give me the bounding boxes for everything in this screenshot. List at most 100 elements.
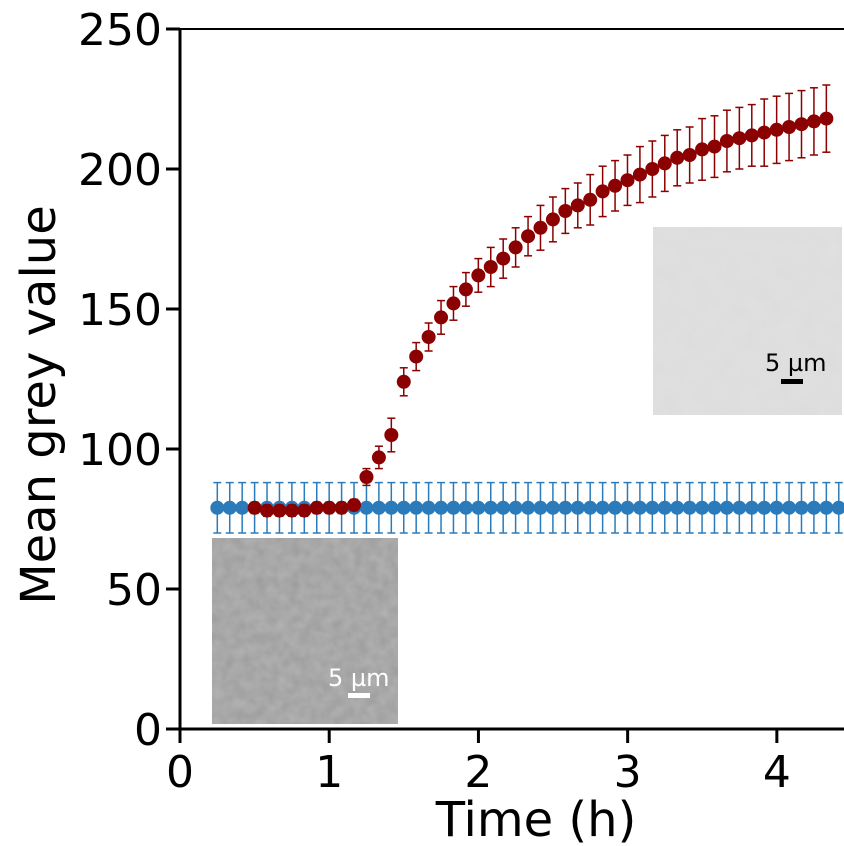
x-tick-label: 1: [315, 747, 343, 798]
data-point: [707, 139, 722, 154]
data-point: [670, 500, 685, 515]
x-ticks: 0 1 2 3 4: [166, 729, 791, 798]
data-point: [533, 500, 548, 515]
data-point: [595, 184, 610, 199]
data-point: [744, 128, 759, 143]
data-point: [396, 500, 411, 515]
data-point: [322, 500, 337, 515]
data-point: [583, 500, 598, 515]
data-point: [769, 500, 784, 515]
data-point: [794, 117, 809, 132]
data-point: [608, 178, 623, 193]
data-point: [409, 500, 424, 515]
data-point: [608, 500, 623, 515]
data-point: [508, 500, 523, 515]
inset-image-before-scale-label: 5 µm: [328, 664, 390, 692]
x-tick-label: 2: [464, 747, 492, 798]
data-point: [508, 240, 523, 255]
data-point: [384, 500, 399, 515]
y-tick-label: 150: [78, 285, 162, 336]
data-point: [769, 122, 784, 137]
data-point: [533, 220, 548, 235]
data-point: [645, 162, 660, 176]
data-point: [732, 131, 747, 146]
data-point: [284, 503, 299, 518]
data-point: [707, 500, 722, 515]
inset-image-before-texture: [212, 538, 398, 724]
data-point: [496, 251, 511, 266]
data-point: [782, 120, 797, 134]
data-point: [620, 173, 635, 188]
data-point: [458, 500, 473, 515]
inset-image-after: 5 µm: [653, 227, 842, 415]
data-point: [695, 500, 710, 515]
data-point: [819, 500, 834, 515]
data-point: [309, 500, 324, 515]
data-point: [620, 500, 635, 515]
data-point: [421, 500, 436, 515]
x-axis-title: Time (h): [435, 792, 637, 846]
y-axis-title: Mean grey value: [11, 205, 67, 605]
y-tick-label: 200: [78, 145, 162, 196]
data-point: [545, 500, 560, 515]
data-point: [719, 134, 734, 148]
data-point: [831, 500, 844, 515]
data-point: [347, 498, 362, 512]
data-point: [670, 150, 685, 165]
data-point: [806, 114, 821, 129]
y-tick-label: 100: [78, 425, 162, 476]
data-point: [558, 500, 573, 515]
inset-image-after-texture: [653, 227, 842, 415]
data-point: [794, 500, 809, 515]
data-point: [645, 500, 660, 515]
data-point: [210, 500, 225, 515]
data-point: [657, 500, 672, 515]
data-point: [409, 349, 424, 364]
data-point: [595, 500, 610, 515]
data-point: [744, 500, 759, 515]
series-layer: [210, 84, 844, 534]
data-point: [371, 450, 386, 465]
data-point: [806, 500, 821, 515]
series-1: [247, 84, 834, 518]
data-point: [545, 212, 560, 227]
y-tick-label: 50: [106, 565, 162, 616]
data-point: [446, 296, 461, 311]
inset-image-before-scale-bar: [348, 693, 370, 698]
data-point: [359, 470, 374, 484]
inset-image-after-scale-label: 5 µm: [765, 349, 827, 377]
data-point: [247, 500, 262, 515]
data-point: [272, 503, 287, 518]
data-point: [583, 192, 598, 207]
inset-image-before: 5 µm: [212, 538, 398, 724]
data-point: [570, 198, 585, 213]
data-point: [483, 260, 498, 274]
data-point: [297, 503, 312, 518]
data-point: [782, 500, 797, 515]
data-point: [371, 500, 386, 515]
data-point: [757, 125, 772, 140]
data-point: [434, 500, 449, 515]
y-tick-label: 0: [134, 705, 162, 756]
data-point: [421, 330, 436, 344]
data-point: [235, 500, 250, 515]
data-point: [682, 148, 697, 162]
x-tick-label: 0: [166, 747, 194, 798]
data-point: [471, 500, 486, 515]
y-tick-label: 250: [78, 5, 162, 56]
data-point: [632, 500, 647, 515]
data-point: [334, 500, 349, 515]
data-point: [458, 282, 473, 297]
data-point: [260, 503, 275, 518]
x-tick-label: 4: [763, 747, 791, 798]
data-point: [657, 156, 672, 171]
data-point: [471, 268, 486, 283]
data-point: [695, 142, 710, 157]
data-point: [558, 204, 573, 218]
data-point: [359, 500, 374, 515]
data-point: [570, 500, 585, 515]
data-point: [496, 500, 511, 515]
data-point: [222, 500, 237, 515]
data-point: [483, 500, 498, 515]
